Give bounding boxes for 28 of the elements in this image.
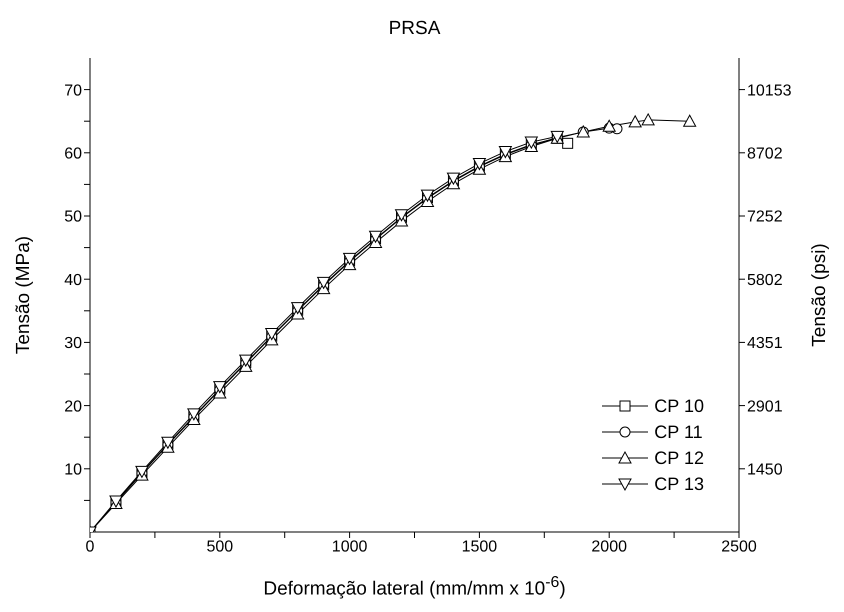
x-tick-label: 500 [206, 538, 234, 556]
y2-tick-label: 8702 [747, 145, 783, 162]
x-tick-label: 1000 [332, 538, 368, 556]
chart-title: PRSA [388, 18, 442, 40]
y-tick-label: 70 [64, 82, 82, 100]
y-tick-label: 10 [64, 461, 82, 478]
y2-axis-title: Tensão (psi) [809, 243, 831, 347]
y2-tick-label: 2901 [747, 398, 783, 416]
y-tick-label: 40 [64, 272, 82, 289]
y-axis-title: Tensão (MPa) [13, 236, 35, 354]
y-tick-label: 50 [64, 208, 82, 226]
x-tick-label: 1500 [462, 538, 498, 556]
y-tick-label: 30 [64, 335, 82, 352]
y-tick-label: 20 [64, 398, 82, 416]
legend-label: CP 11 [654, 422, 703, 442]
y-tick-label: 60 [64, 145, 82, 162]
legend-label: CP 10 [654, 396, 704, 416]
x-tick-label: 2500 [721, 538, 757, 556]
x-tick-label: 2000 [591, 538, 628, 556]
y2-tick-label: 7252 [747, 208, 783, 226]
x-tick-label: 0 [86, 538, 95, 556]
y2-tick-label: 4351 [747, 335, 783, 352]
y2-tick-label: 1450 [747, 461, 783, 478]
x-axis-title: Deformação lateral (mm/mm x 10$^{-6}$) [262, 574, 567, 600]
y2-tick-label: 10153 [747, 82, 792, 100]
legend-label: CP 12 [654, 448, 704, 468]
legend-label: CP 13 [654, 474, 704, 494]
y2-tick-label: 5802 [747, 272, 783, 289]
